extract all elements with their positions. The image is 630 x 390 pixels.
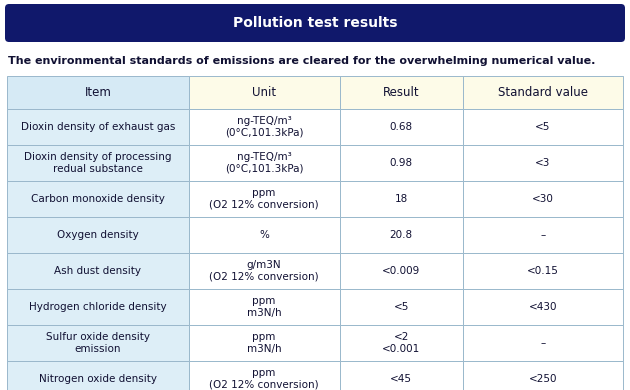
FancyBboxPatch shape xyxy=(463,109,623,145)
Text: g/m3N
(O2 12% conversion): g/m3N (O2 12% conversion) xyxy=(209,260,319,282)
Text: ppm
m3N/h: ppm m3N/h xyxy=(247,332,282,354)
Text: Dioxin density of processing
redual substance: Dioxin density of processing redual subs… xyxy=(24,152,171,174)
Text: Item: Item xyxy=(84,86,112,99)
FancyBboxPatch shape xyxy=(189,289,340,325)
Text: Dioxin density of exhaust gas: Dioxin density of exhaust gas xyxy=(21,122,175,132)
FancyBboxPatch shape xyxy=(463,217,623,253)
Text: Carbon monoxide density: Carbon monoxide density xyxy=(31,194,165,204)
Text: Standard value: Standard value xyxy=(498,86,588,99)
FancyBboxPatch shape xyxy=(463,253,623,289)
FancyBboxPatch shape xyxy=(189,145,340,181)
FancyBboxPatch shape xyxy=(463,145,623,181)
FancyBboxPatch shape xyxy=(7,76,189,109)
FancyBboxPatch shape xyxy=(463,289,623,325)
FancyBboxPatch shape xyxy=(7,145,189,181)
FancyBboxPatch shape xyxy=(340,109,463,145)
FancyBboxPatch shape xyxy=(463,181,623,217)
Text: Unit: Unit xyxy=(252,86,276,99)
FancyBboxPatch shape xyxy=(189,361,340,390)
Text: Pollution test results: Pollution test results xyxy=(232,16,398,30)
Text: <0.009: <0.009 xyxy=(382,266,420,276)
Text: %: % xyxy=(259,230,269,240)
Text: 0.98: 0.98 xyxy=(390,158,413,168)
FancyBboxPatch shape xyxy=(7,361,189,390)
FancyBboxPatch shape xyxy=(7,181,189,217)
Text: <0.15: <0.15 xyxy=(527,266,559,276)
Text: Result: Result xyxy=(383,86,420,99)
FancyBboxPatch shape xyxy=(7,217,189,253)
Text: ng-TEQ/m³
(0°C,101.3kPa): ng-TEQ/m³ (0°C,101.3kPa) xyxy=(225,116,304,138)
Text: The environmental standards of emissions are cleared for the overwhelming numeri: The environmental standards of emissions… xyxy=(8,57,595,66)
FancyBboxPatch shape xyxy=(463,325,623,361)
FancyBboxPatch shape xyxy=(189,76,340,109)
FancyBboxPatch shape xyxy=(340,325,463,361)
FancyBboxPatch shape xyxy=(463,361,623,390)
Text: <30: <30 xyxy=(532,194,554,204)
Text: ng-TEQ/m³
(0°C,101.3kPa): ng-TEQ/m³ (0°C,101.3kPa) xyxy=(225,152,304,174)
Text: <3: <3 xyxy=(536,158,551,168)
FancyBboxPatch shape xyxy=(340,181,463,217)
Text: ppm
(O2 12% conversion): ppm (O2 12% conversion) xyxy=(209,188,319,210)
FancyBboxPatch shape xyxy=(189,181,340,217)
FancyBboxPatch shape xyxy=(7,325,189,361)
FancyBboxPatch shape xyxy=(340,361,463,390)
FancyBboxPatch shape xyxy=(7,109,189,145)
FancyBboxPatch shape xyxy=(7,289,189,325)
Text: 18: 18 xyxy=(394,194,408,204)
Text: Oxygen density: Oxygen density xyxy=(57,230,139,240)
FancyBboxPatch shape xyxy=(5,4,625,42)
Text: <5: <5 xyxy=(394,302,409,312)
FancyBboxPatch shape xyxy=(463,76,623,109)
Text: 20.8: 20.8 xyxy=(390,230,413,240)
FancyBboxPatch shape xyxy=(189,253,340,289)
FancyBboxPatch shape xyxy=(189,109,340,145)
FancyBboxPatch shape xyxy=(7,253,189,289)
Text: –: – xyxy=(541,338,546,348)
Text: <250: <250 xyxy=(529,374,557,384)
FancyBboxPatch shape xyxy=(340,76,463,109)
Text: ppm
m3N/h: ppm m3N/h xyxy=(247,296,282,318)
FancyBboxPatch shape xyxy=(340,253,463,289)
Text: –: – xyxy=(541,230,546,240)
Text: Hydrogen chloride density: Hydrogen chloride density xyxy=(29,302,167,312)
FancyBboxPatch shape xyxy=(340,289,463,325)
Text: 0.68: 0.68 xyxy=(390,122,413,132)
Text: Nitrogen oxide density: Nitrogen oxide density xyxy=(39,374,157,384)
Text: Sulfur oxide density
emission: Sulfur oxide density emission xyxy=(46,332,150,354)
Text: Ash dust density: Ash dust density xyxy=(54,266,141,276)
Text: <5: <5 xyxy=(536,122,551,132)
FancyBboxPatch shape xyxy=(189,325,340,361)
Text: ppm
(O2 12% conversion): ppm (O2 12% conversion) xyxy=(209,368,319,390)
FancyBboxPatch shape xyxy=(340,217,463,253)
FancyBboxPatch shape xyxy=(340,145,463,181)
FancyBboxPatch shape xyxy=(189,217,340,253)
Text: <430: <430 xyxy=(529,302,557,312)
Text: <2
<0.001: <2 <0.001 xyxy=(382,332,420,354)
Text: <45: <45 xyxy=(390,374,412,384)
